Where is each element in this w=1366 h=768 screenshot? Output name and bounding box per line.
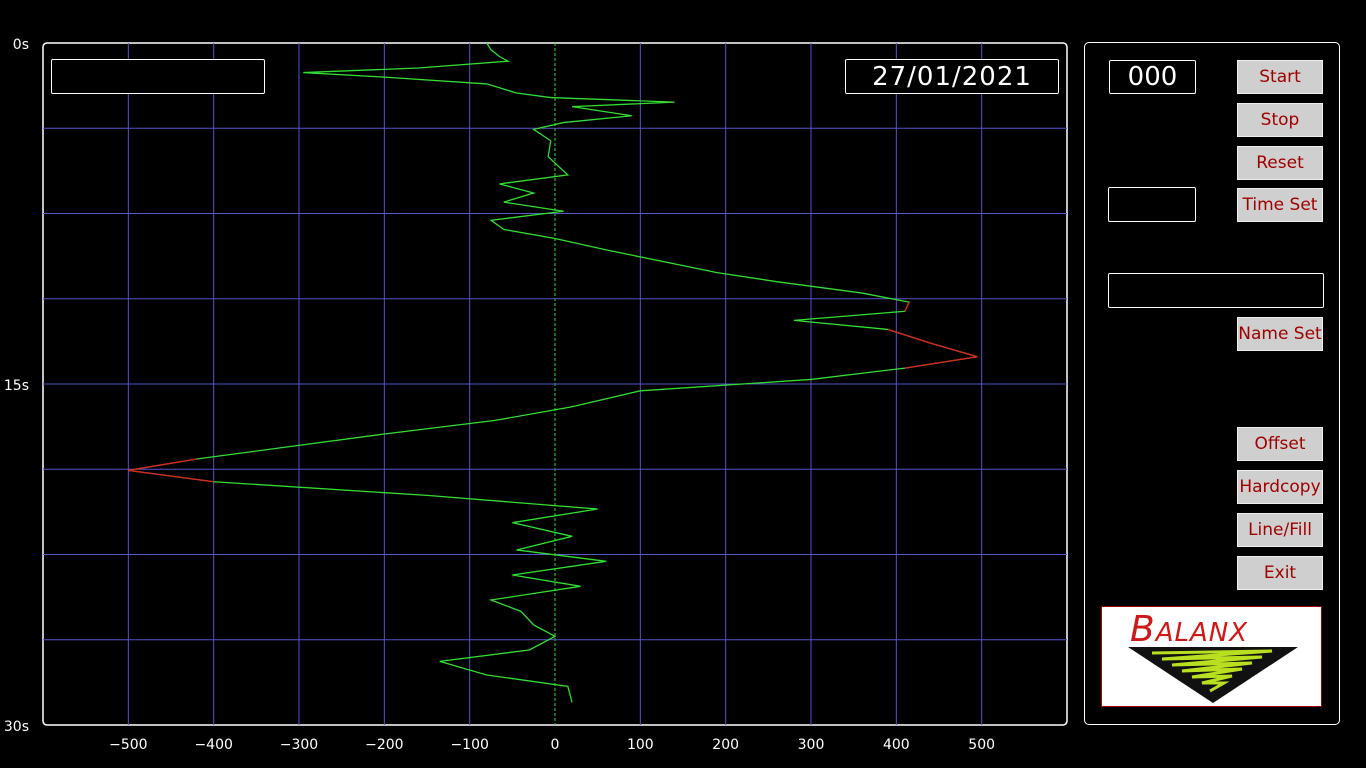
button[interactable]: Hardcopy: [1237, 470, 1323, 504]
button[interactable]: Reset: [1237, 146, 1323, 180]
x-tick-label: 200: [712, 737, 739, 753]
x-tick-label: −100: [450, 737, 488, 753]
x-tick-label: −400: [194, 737, 232, 753]
x-tick-label: −200: [365, 737, 403, 753]
button[interactable]: Name Set: [1237, 317, 1323, 351]
name-display: [51, 59, 265, 94]
x-tick-label: 0: [551, 737, 560, 753]
button[interactable]: Exit: [1237, 556, 1323, 590]
x-tick-label: 400: [883, 737, 910, 753]
logo-zigzag: [1151, 649, 1273, 693]
button[interactable]: Start: [1237, 60, 1323, 94]
logo-text: BALANX: [1130, 609, 1249, 650]
button[interactable]: Time Set: [1237, 188, 1323, 222]
trace-line: [128, 301, 978, 483]
date-display: 27/01/2021: [845, 59, 1059, 94]
y-tick-label: 0s: [13, 37, 29, 53]
counter-display: 000: [1109, 60, 1196, 94]
control-panel: [1084, 42, 1340, 725]
grid: [43, 43, 1067, 725]
x-tick-label: −500: [109, 737, 147, 753]
y-tick-label: 30s: [4, 719, 29, 735]
x-tick-label: −300: [280, 737, 318, 753]
x-tick-label: 300: [798, 737, 825, 753]
x-tick-label: 500: [968, 737, 995, 753]
name-input[interactable]: [1108, 273, 1324, 308]
button[interactable]: Offset: [1237, 427, 1323, 461]
button[interactable]: Line/Fill: [1237, 513, 1323, 547]
chart: −500 −400 −300 −200 −100 0 100 200 300 400 500 0s 15…: [4, 37, 1068, 753]
x-tick-label: 100: [627, 737, 654, 753]
y-tick-label: 15s: [4, 378, 29, 394]
button[interactable]: Stop: [1237, 103, 1323, 137]
trace: [128, 42, 978, 703]
logo: BALANX: [1101, 606, 1322, 707]
logo-graphic: [1128, 647, 1298, 703]
time-input[interactable]: [1108, 187, 1196, 222]
